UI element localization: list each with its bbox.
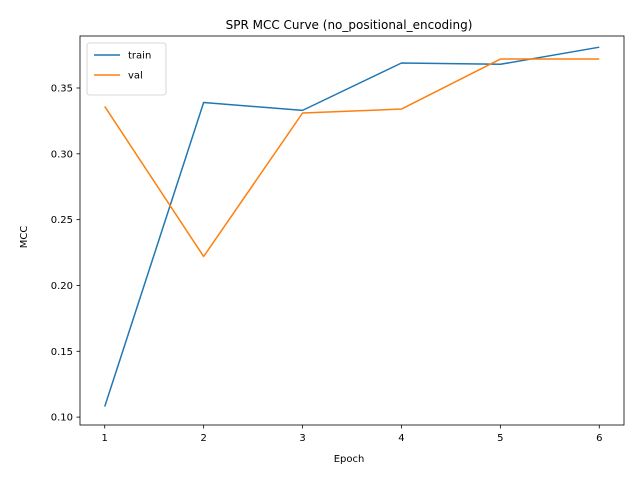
x-tick-label-4: 4 <box>398 433 404 444</box>
x-tick-label-3: 3 <box>299 433 305 444</box>
y-tick-label-0.10: 0.10 <box>51 413 73 424</box>
y-tick-label-0.25: 0.25 <box>51 215 73 226</box>
x-tick-label-6: 6 <box>596 433 602 444</box>
plot-area: 1 2 3 4 5 6 0.10 0.15 0.20 0.25 0.30 0.35 train val <box>51 35 625 444</box>
y-tick-label-0.30: 0.30 <box>51 149 73 160</box>
y-tick-label-0.20: 0.20 <box>51 281 73 292</box>
x-tick-label-2: 2 <box>200 433 206 444</box>
legend: train val <box>86 42 167 96</box>
axes-frame <box>79 35 625 426</box>
y-tick-label-0.35: 0.35 <box>51 83 73 94</box>
series-line-val <box>104 58 600 258</box>
x-tick-label-5: 5 <box>497 433 503 444</box>
series-line-train <box>104 46 600 407</box>
x-tick-label-1: 1 <box>102 433 108 444</box>
legend-box <box>86 42 167 96</box>
y-tick-label-0.15: 0.15 <box>51 347 73 358</box>
legend-label-val: val <box>128 71 143 82</box>
chart-title: SPR MCC Curve (no_positional_encoding) <box>226 18 473 32</box>
legend-label-train: train <box>128 51 151 62</box>
y-axis-title: MCC <box>19 226 30 249</box>
x-axis-title: Epoch <box>334 454 365 465</box>
